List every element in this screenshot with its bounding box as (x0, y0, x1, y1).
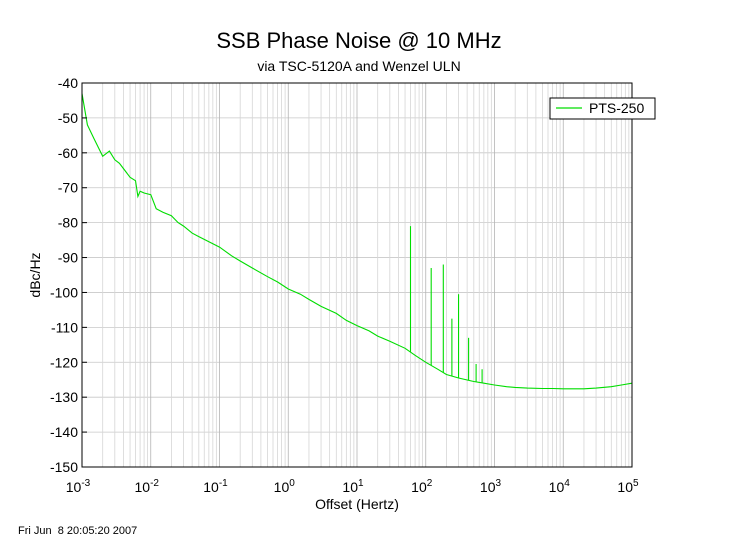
x-tick-label: 10-2 (135, 478, 160, 495)
x-tick-label: 103 (480, 478, 502, 495)
x-tick-label: 105 (617, 478, 639, 495)
x-tick-label: 101 (342, 478, 364, 495)
x-tick-label: 10-1 (203, 478, 228, 495)
y-tick-label: -130 (50, 389, 78, 405)
y-tick-label: -70 (58, 180, 78, 196)
legend-box (549, 97, 656, 120)
y-tick-label: -80 (58, 215, 78, 231)
x-tick-label: 10-3 (66, 478, 91, 495)
y-tick-label: -100 (50, 284, 78, 300)
plot-frame (81, 82, 633, 468)
chart-title: SSB Phase Noise @ 10 MHz (216, 28, 501, 53)
chart-subtitle: via TSC-5120A and Wenzel ULN (257, 58, 460, 74)
series-line-pts-250 (81, 93, 633, 390)
x-tick-label: 102 (411, 478, 433, 495)
legend-label-pts-250: PTS-250 (589, 100, 644, 116)
x-tick-label: 104 (549, 478, 571, 495)
y-tick-labels: -40 -50 -60 -70 -80 -90 -100 -110 -120 -130 -140 -1… (50, 75, 87, 475)
y-tick-label: -40 (58, 75, 78, 91)
series-lines (81, 93, 633, 390)
y-tick-label: -140 (50, 424, 78, 440)
timestamp: Fri Jun 8 20:05:20 2007 (18, 525, 137, 537)
y-tick-label: -150 (50, 459, 78, 475)
legend: PTS-250 (549, 97, 656, 120)
x-axis-label: Offset (Hertz) (315, 496, 399, 512)
y-axis-label: dBc/Hz (27, 252, 43, 297)
y-tick-label: -110 (51, 319, 78, 335)
grid-lines (81, 82, 632, 468)
y-tick-label: -50 (58, 110, 78, 126)
x-tick-labels: 10-3 10-2 10-1 100 101 102 103 104 105 (66, 478, 639, 495)
y-tick-label: -90 (58, 250, 78, 266)
y-tick-label: -120 (50, 354, 78, 370)
x-tick-label: 100 (274, 478, 296, 495)
y-tick-label: -60 (58, 145, 78, 161)
